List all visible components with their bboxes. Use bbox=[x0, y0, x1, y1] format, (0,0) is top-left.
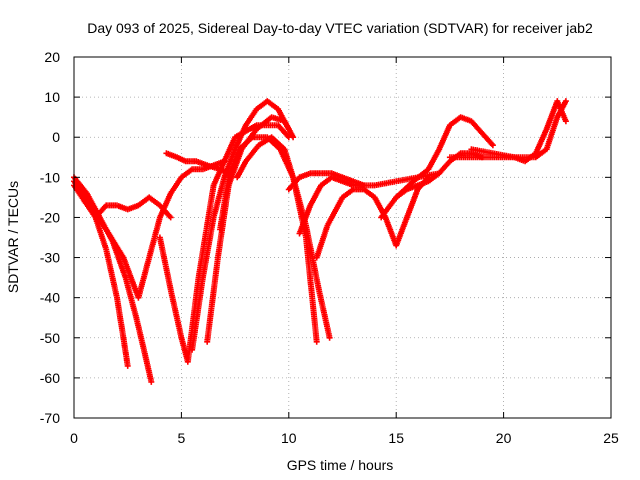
series-arc-5 bbox=[163, 150, 232, 177]
y-tick-label: -50 bbox=[40, 330, 60, 346]
y-tick-label: -70 bbox=[40, 410, 60, 426]
x-tick-label: 10 bbox=[281, 430, 297, 446]
series-arc-4 bbox=[81, 158, 228, 301]
x-tick-label: 0 bbox=[70, 430, 78, 446]
y-tick-label: 10 bbox=[44, 89, 60, 105]
data-point-marks bbox=[468, 98, 569, 165]
y-tick-label: -10 bbox=[40, 169, 60, 185]
y-tick-label: 20 bbox=[44, 49, 60, 65]
series-arc-13 bbox=[313, 174, 432, 261]
series-arc-12 bbox=[296, 170, 443, 237]
plot-frame bbox=[73, 56, 612, 419]
y-tick-label: -40 bbox=[40, 290, 60, 306]
y-axis-label: SDTVAR / TECUs bbox=[5, 181, 21, 293]
chart-title: Day 093 of 2025, Sidereal Day-to-day VTE… bbox=[87, 20, 593, 36]
data-point-marks bbox=[189, 98, 292, 353]
x-tick-label: 15 bbox=[388, 430, 404, 446]
data-point-marks bbox=[81, 158, 228, 301]
y-tick-label: -60 bbox=[40, 370, 60, 386]
x-tick-label: 25 bbox=[603, 430, 619, 446]
x-tick-label: 5 bbox=[178, 430, 186, 446]
y-tick-label: -30 bbox=[40, 250, 60, 266]
data-point-marks bbox=[285, 170, 367, 193]
series-arc-17 bbox=[468, 98, 569, 165]
x-tick-label: 20 bbox=[496, 430, 512, 446]
data-point-marks bbox=[296, 170, 443, 237]
data-point-marks bbox=[234, 134, 320, 345]
data-point-marks bbox=[163, 150, 232, 177]
axis-ticks bbox=[73, 56, 612, 419]
series-arc-10 bbox=[234, 134, 320, 345]
data-point-marks bbox=[313, 174, 432, 261]
data-point-marks bbox=[393, 114, 496, 201]
series-arc-11 bbox=[285, 170, 367, 193]
series-arc-15 bbox=[393, 114, 496, 201]
x-axis-label: GPS time / hours bbox=[287, 457, 394, 473]
data-points bbox=[71, 98, 569, 385]
tick-labels: 0 5 10 15 20 25 -70 -60 -50 -40 -30 -20 -10 0 10 20 bbox=[40, 49, 619, 446]
y-tick-label: -20 bbox=[40, 209, 60, 225]
y-tick-label: 0 bbox=[52, 129, 60, 145]
series-arc-7 bbox=[189, 98, 292, 353]
